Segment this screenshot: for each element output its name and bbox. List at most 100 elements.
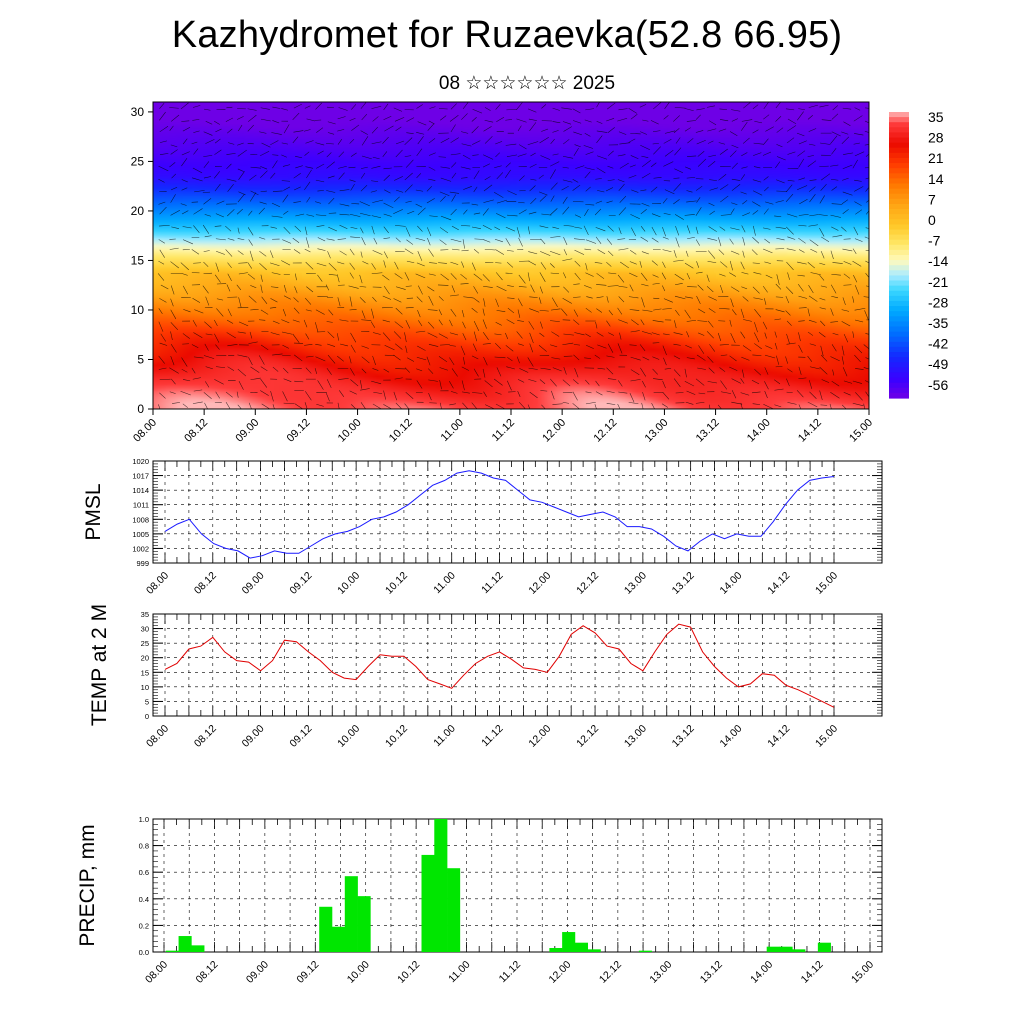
wind-barb xyxy=(338,107,348,111)
wind-barb xyxy=(337,261,345,265)
wind-barb xyxy=(786,378,790,387)
wind-barb xyxy=(673,115,680,122)
wind-barb xyxy=(865,333,869,335)
wind-barb xyxy=(573,354,580,361)
wind-barb xyxy=(698,345,705,354)
wind-barb xyxy=(394,176,403,181)
wind-barb xyxy=(182,285,189,295)
wind-barb xyxy=(585,186,591,192)
wind-barb xyxy=(451,225,459,231)
wind-barb xyxy=(594,208,602,216)
wind-barb xyxy=(607,378,617,380)
wind-barb xyxy=(171,226,180,229)
wind-barb xyxy=(617,154,626,157)
wind-barb xyxy=(662,380,666,389)
wind-barb xyxy=(483,154,494,160)
colorbar-band xyxy=(889,117,909,123)
wind-barb xyxy=(639,104,647,108)
wind-barb xyxy=(294,286,298,294)
wind-barb xyxy=(507,380,512,391)
wind-barb xyxy=(575,165,585,169)
wind-barb xyxy=(259,319,266,321)
wind-barb xyxy=(641,251,649,255)
wind-barb xyxy=(157,273,165,281)
wind-barb xyxy=(753,297,763,300)
wind-barb xyxy=(440,195,446,202)
colorbar-band xyxy=(889,249,909,256)
colorbar-band xyxy=(889,239,909,246)
wind-barb xyxy=(438,156,446,158)
wind-barb xyxy=(427,237,431,246)
wind-barb xyxy=(730,333,736,344)
wind-barb xyxy=(294,380,304,383)
wind-barb xyxy=(449,403,456,406)
wind-barb xyxy=(640,367,646,377)
wind-barb xyxy=(294,403,304,409)
wind-barb xyxy=(462,154,471,160)
wind-barb xyxy=(439,191,450,196)
wind-barb xyxy=(260,190,267,192)
colorbar-band xyxy=(889,346,909,353)
wind-barb xyxy=(306,169,312,179)
wind-barb xyxy=(349,309,357,311)
wind-barb xyxy=(450,294,459,297)
wind-barb xyxy=(326,367,332,375)
wind-barb xyxy=(864,130,869,133)
wind-barb xyxy=(202,224,210,234)
wind-barb xyxy=(549,169,556,179)
wind-barb xyxy=(539,309,549,312)
wind-barb xyxy=(327,331,335,339)
wind-barb xyxy=(192,320,197,327)
wind-barb xyxy=(314,201,322,204)
wind-barb xyxy=(708,226,717,232)
colorbar-band xyxy=(889,112,909,118)
wind-barb xyxy=(642,380,646,388)
wind-barb xyxy=(787,236,796,240)
wind-barb xyxy=(595,200,603,204)
x-tick-label: 13.12 xyxy=(698,959,725,986)
wind-barb xyxy=(707,128,717,132)
wind-barb xyxy=(269,262,280,267)
wind-barb xyxy=(753,225,756,236)
y-tick-label: 1005 xyxy=(132,530,149,539)
wind-barb xyxy=(798,377,807,380)
wind-barb xyxy=(450,137,459,143)
wind-barb xyxy=(451,172,457,179)
wind-barb xyxy=(295,156,303,158)
wind-barb xyxy=(315,356,326,362)
wind-barb xyxy=(798,283,804,292)
wind-barb xyxy=(159,298,167,303)
colorbar-band xyxy=(889,203,909,210)
wind-barb xyxy=(305,391,312,401)
wind-barb xyxy=(314,368,318,375)
wind-barb xyxy=(675,283,683,286)
wind-barb xyxy=(260,366,268,372)
wind-barb xyxy=(204,343,209,351)
wind-barb xyxy=(720,380,728,390)
wind-barb xyxy=(764,367,769,375)
wind-barb xyxy=(247,124,254,132)
wind-barb xyxy=(830,392,840,399)
wind-barb xyxy=(675,392,684,394)
wind-barb xyxy=(249,331,253,339)
x-tick-label: 10.12 xyxy=(383,723,410,750)
wind-barb xyxy=(664,367,672,370)
wind-barb xyxy=(742,237,746,246)
wind-barb xyxy=(416,262,425,267)
wind-barb xyxy=(796,390,804,398)
colorbar-band xyxy=(889,214,909,220)
wind-barb xyxy=(303,129,311,132)
wind-barb xyxy=(171,114,180,122)
wind-barb xyxy=(786,213,798,218)
wind-barb xyxy=(741,225,746,233)
wind-barb xyxy=(550,263,555,268)
wind-barb xyxy=(529,163,537,168)
wind-barb xyxy=(258,207,265,215)
wind-barb xyxy=(372,355,376,366)
x-tick-label: 12.00 xyxy=(526,570,553,597)
wind-barb xyxy=(495,249,505,255)
wind-barb xyxy=(630,155,639,160)
wind-barb xyxy=(294,186,301,191)
wind-barb xyxy=(864,107,869,109)
wind-barb xyxy=(562,121,571,125)
